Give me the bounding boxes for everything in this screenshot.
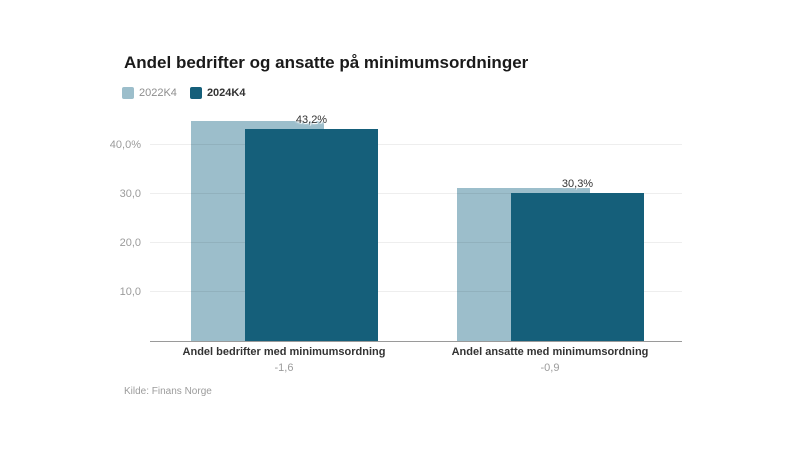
legend-label-2022k4: 2022K4: [139, 87, 177, 99]
y-tick-label-20: 20,0: [119, 237, 141, 249]
category-diff-label-1: -1,6: [274, 362, 294, 374]
source-note: Kilde: Finans Norge: [124, 386, 212, 397]
y-tick-label-10: 10,0: [119, 286, 141, 298]
legend-item-2024k4[interactable]: 2024K4: [189, 87, 246, 99]
gridline-10: [150, 291, 682, 292]
category-label-2: Andel ansatte med minimumsordning: [451, 346, 649, 358]
gridline-30: [150, 193, 682, 194]
category-diff-label-2: -0,9: [540, 362, 560, 374]
y-tick-label-40: 40,0%: [109, 139, 141, 151]
gridline-20: [150, 242, 682, 243]
y-tick-label-30: 30,0: [119, 188, 141, 200]
chart-title: Andel bedrifter og ansatte på minimumsor…: [124, 53, 529, 72]
data-label-1: 43,2%: [295, 114, 328, 127]
x-axis-labels: Andel bedrifter med minimumsordning -1,6 A…: [150, 342, 682, 382]
legend-item-2022k4[interactable]: 2022K4: [122, 87, 177, 99]
legend-label-2024k4: 2024K4: [206, 87, 246, 99]
data-label-2: 30,3%: [561, 177, 594, 190]
legend-swatch-2024k4-icon: [189, 87, 202, 99]
legend-swatch-2022k4-icon: [122, 87, 134, 99]
legend: 2022K4 2024K4: [122, 87, 245, 99]
plot-area: 10,0 20,0 30,0 40,0% 43,2% 30,3%: [110, 110, 682, 342]
category-label-1: Andel bedrifter med minimumsordning: [182, 346, 386, 358]
bar-2024k4-2[interactable]: [511, 192, 644, 341]
gridline-40: [150, 144, 682, 145]
bar-2024k4-1[interactable]: [245, 129, 378, 341]
